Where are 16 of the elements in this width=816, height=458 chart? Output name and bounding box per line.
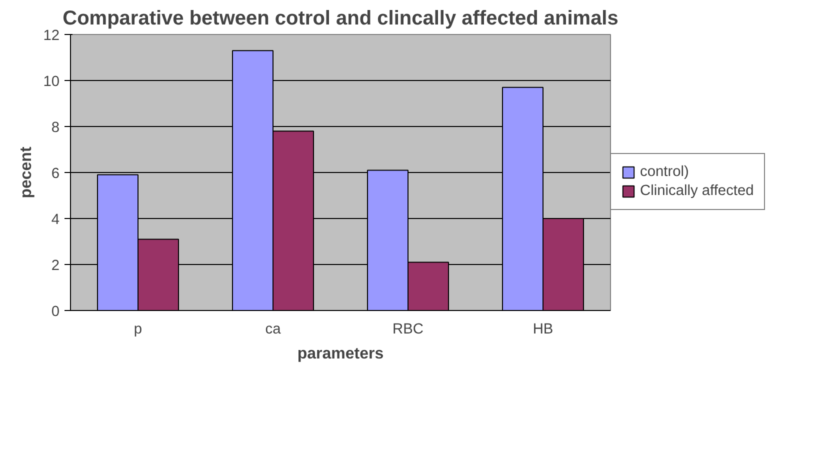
y-tick-label: 10 — [43, 74, 60, 90]
chart-title: Comparative between cotrol and clincally affected animals — [62, 8, 618, 30]
legend-label: control) — [640, 164, 689, 180]
y-tick-label: 2 — [51, 258, 60, 274]
y-tick-label: 6 — [51, 166, 60, 182]
x-tick-label: ca — [265, 322, 282, 338]
y-tick-label: 0 — [51, 304, 60, 320]
legend-label: Clinically affected — [640, 183, 754, 199]
x-tick-label: HB — [532, 322, 554, 338]
y-tick-label: 4 — [51, 212, 60, 228]
y-tick-label: 8 — [51, 120, 60, 136]
x-axis-title: parameters — [297, 346, 384, 362]
y-tick-label: 12 — [43, 28, 60, 44]
y-axis-title: pecent — [18, 146, 36, 198]
x-tick-label: p — [134, 322, 142, 338]
x-tick-label: RBC — [392, 322, 424, 338]
